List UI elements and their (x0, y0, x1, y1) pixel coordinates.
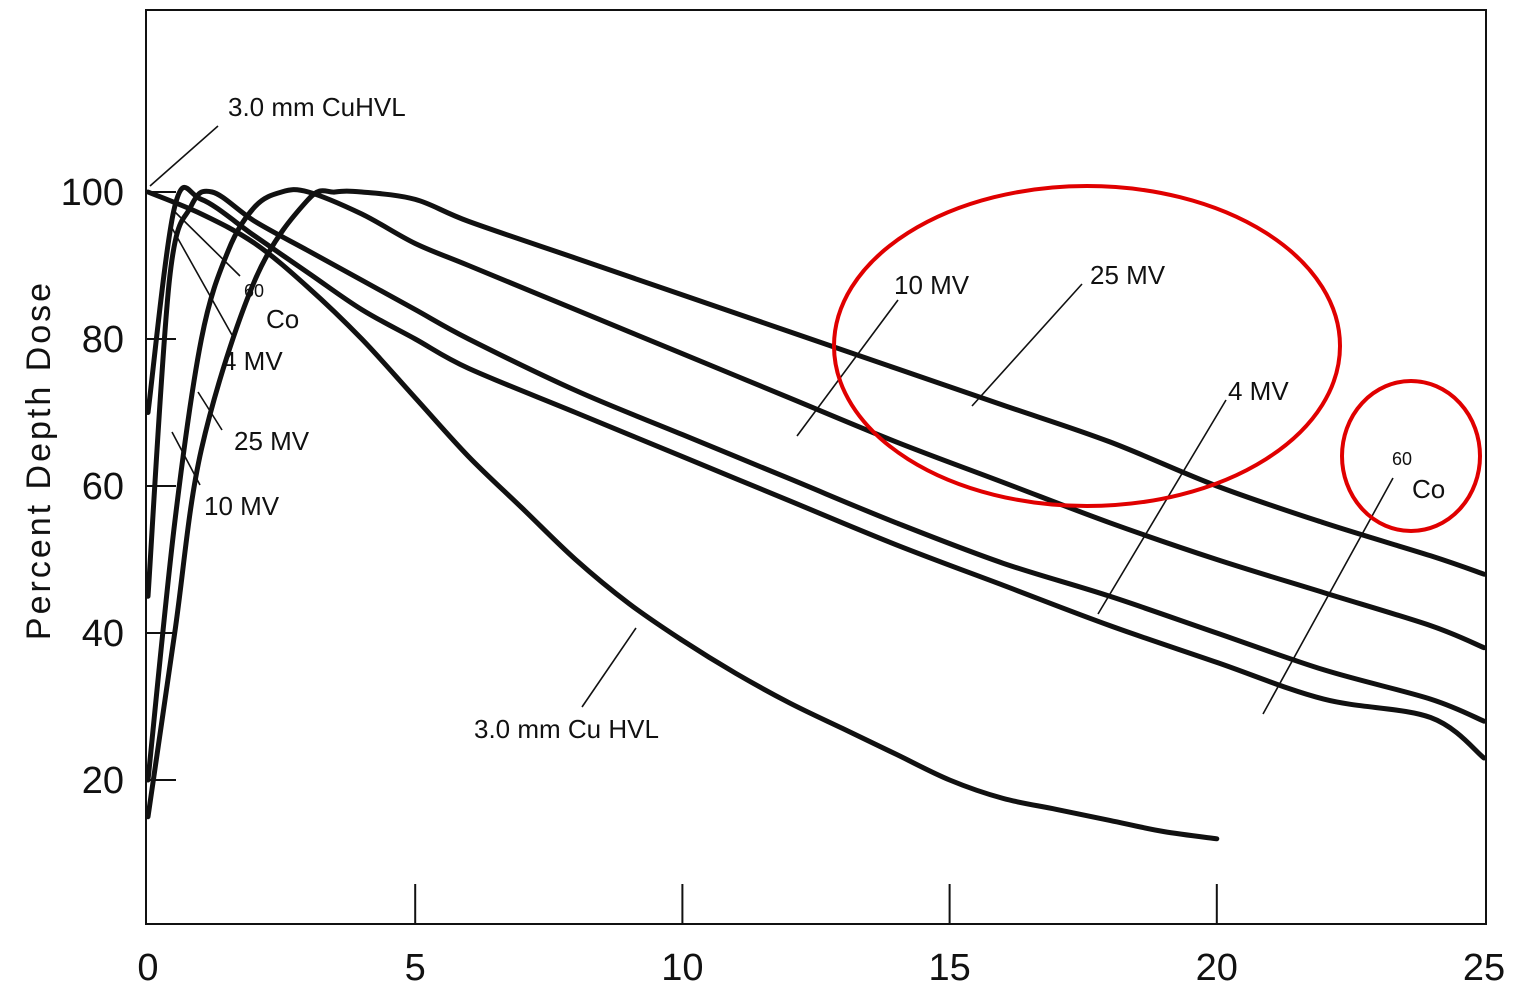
leader-cuhvl-bottom (581, 627, 637, 708)
annotation-25mv-left: 25 MV (234, 426, 310, 456)
y-axis-title: Percent Depth Dose (20, 280, 58, 640)
leader-10mv-left (171, 431, 201, 486)
highlight-ellipse-small (1340, 379, 1482, 533)
leader-60co-left (174, 211, 241, 277)
y-tick-label: 20 (82, 760, 124, 802)
x-tick-label: 10 (661, 947, 703, 989)
annotation-10mv-right: 10 MV (894, 270, 970, 300)
annotation-60co-left: Co (266, 304, 299, 334)
leader-10mv-right (796, 299, 899, 437)
series-line-3-0-mm-cu-hvl (145, 189, 1220, 842)
series-line-25-mv (145, 188, 1487, 820)
highlight-markup (832, 184, 1482, 533)
x-tick-label: 0 (137, 947, 158, 989)
y-tick-label: 80 (82, 319, 124, 361)
annotation-labels: 3.0 mm CuHVL 60 Co 4 MV 25 MV 10 MV 3.0 … (204, 92, 1445, 744)
leader-4mv-left (171, 227, 233, 336)
highlight-ellipse-large (832, 184, 1342, 508)
annotation-60co-right: Co (1412, 474, 1445, 504)
annotation-4mv-right: 4 MV (1228, 376, 1289, 406)
annotation-cuhvl-bottom: 3.0 mm Cu HVL (474, 714, 659, 744)
leader-4mv-right (1097, 399, 1227, 615)
y-tick-label: 60 (82, 466, 124, 508)
x-axis-ticks: 0 5 10 15 20 25 (137, 884, 1505, 989)
leader-cuhvl-top (149, 125, 219, 187)
series-layer (145, 184, 1487, 842)
annotation-25mv-right: 25 MV (1090, 260, 1166, 290)
series-line-60co (145, 184, 1487, 761)
y-tick-label: 100 (61, 172, 124, 214)
annotation-4mv-left: 4 MV (222, 346, 283, 376)
series-line-10-mv (145, 187, 1487, 783)
leader-25mv-right (971, 283, 1083, 407)
leader-60co-right (1262, 477, 1394, 715)
x-tick-label: 20 (1196, 947, 1238, 989)
series-line-4-mv (145, 188, 1487, 724)
annotation-cuhvl-top: 3.0 mm CuHVL (228, 92, 406, 122)
annotation-60co-left-sup: 60 (244, 281, 264, 301)
annotation-leaders (149, 125, 1394, 715)
plot-frame (145, 9, 1487, 925)
annotation-60co-right-sup: 60 (1392, 449, 1412, 469)
x-tick-label: 25 (1463, 947, 1505, 989)
leader-25mv-left (197, 391, 223, 431)
x-tick-label: 5 (405, 947, 426, 989)
y-axis-ticks: 20 40 60 80 100 (61, 172, 176, 802)
annotation-10mv-left: 10 MV (204, 491, 280, 521)
x-tick-label: 15 (928, 947, 970, 989)
y-tick-label: 40 (82, 613, 124, 655)
